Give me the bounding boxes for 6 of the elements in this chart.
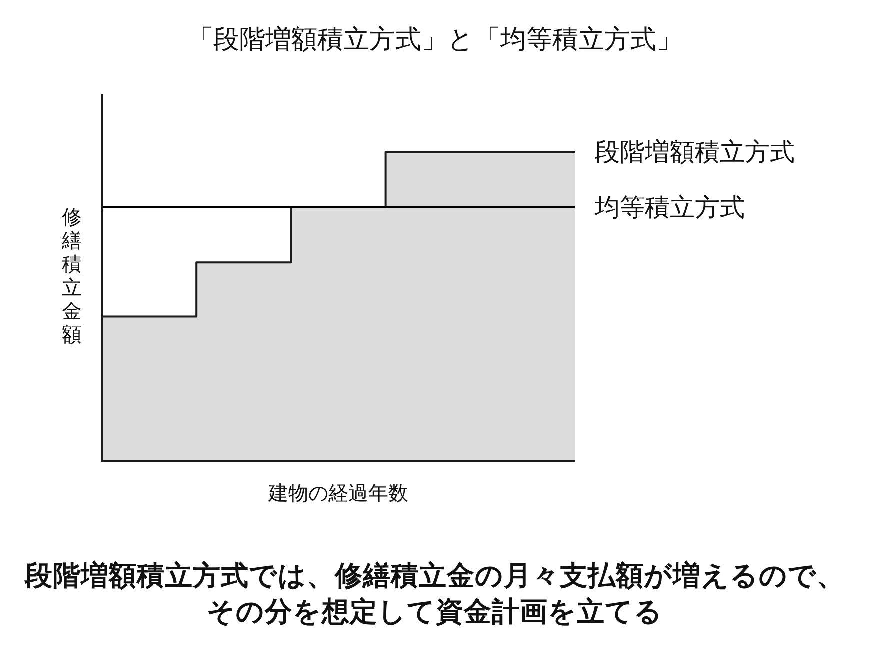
x-axis-title: 建物の経過年数 xyxy=(268,481,408,505)
chart-title: 「段階増額積立方式」と「均等積立方式」 xyxy=(188,25,682,55)
y-axis-title: 修繕積立金額 xyxy=(61,204,82,346)
series-label: 均等積立方式 xyxy=(594,192,745,222)
text: 段階増額積立方式では、修繕積立金の月々支払額が増えるので、その分を想定して資金計画を立てる xyxy=(25,559,845,630)
series-label: 段階増額積立方式 xyxy=(595,138,795,166)
